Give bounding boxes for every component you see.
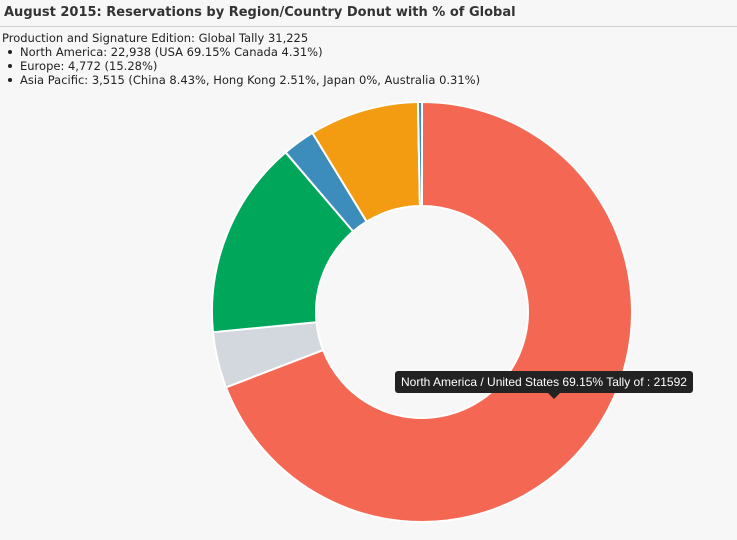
tooltip-arrow (548, 393, 560, 399)
bullet-icon (8, 64, 12, 68)
bullet-icon (8, 78, 12, 82)
slice-tooltip: North America / United States 69.15% Tal… (395, 371, 693, 393)
title-bar: August 2015: Reservations by Region/Coun… (0, 0, 737, 27)
list-item: North America: 22,938 (USA 69.15% Canada… (8, 45, 480, 59)
description-list: North America: 22,938 (USA 69.15% Canada… (2, 45, 480, 87)
list-item-text: Europe: 4,772 (15.28%) (20, 59, 158, 73)
donut-slice-north-america-united-states[interactable] (224, 100, 633, 523)
list-item: Europe: 4,772 (15.28%) (8, 59, 480, 73)
donut-slice-asia-pacific-australia[interactable] (416, 100, 423, 208)
bullet-icon (8, 50, 12, 54)
description-heading: Production and Signature Edition: Global… (2, 31, 309, 45)
chart-title: August 2015: Reservations by Region/Coun… (4, 5, 516, 20)
list-item-text: Asia Pacific: 3,515 (China 8.43%, Hong K… (20, 73, 481, 87)
list-item: Asia Pacific: 3,515 (China 8.43%, Hong K… (8, 73, 481, 87)
list-item-text: North America: 22,938 (USA 69.15% Canada… (20, 45, 323, 59)
donut-slice-europe[interactable] (211, 150, 355, 334)
description: Production and Signature Edition: Global… (2, 31, 480, 87)
